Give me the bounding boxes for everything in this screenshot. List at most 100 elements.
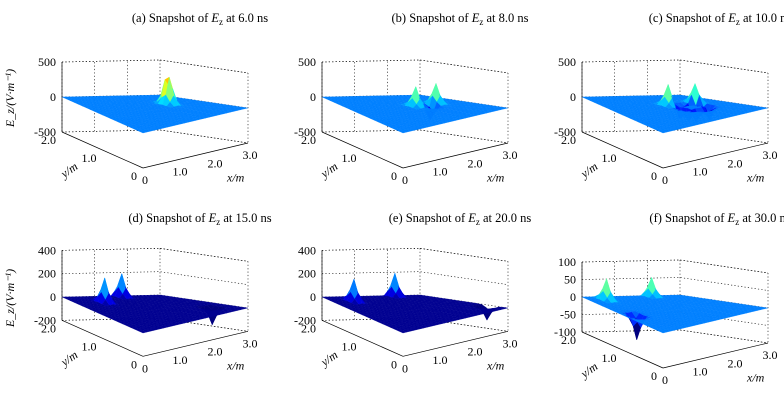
y-tick-label: 0 (391, 357, 397, 371)
z-tick-label: -50 (560, 308, 576, 322)
surface-mesh (581, 276, 769, 341)
z-gridline (61, 271, 249, 285)
z-tick-label: -100 (554, 325, 576, 339)
z-tick-label: 0 (50, 290, 56, 304)
z-tick-label: 0 (570, 90, 576, 104)
panel-title: (f) Snapshot of Ez at 30.0 ns (649, 211, 784, 227)
surface-mesh (321, 82, 509, 134)
x-tick-label: 0 (142, 173, 148, 187)
z-gridline (581, 129, 769, 144)
y-tick-label: 1.0 (342, 339, 357, 353)
surface-patch (500, 307, 509, 309)
z-tick-label: -200 (294, 313, 316, 327)
x-tick-label: 3.0 (243, 148, 258, 162)
y-axis-line (61, 320, 144, 357)
x-tick-label: 0 (402, 173, 408, 187)
z-gridline (61, 129, 249, 144)
surface-patch (760, 107, 769, 109)
z-tick-label: 0 (570, 290, 576, 304)
y-axis-line (581, 131, 664, 169)
x-axis-line (662, 142, 769, 169)
x-axis-line (142, 142, 249, 169)
x-tick-label: 3.0 (503, 148, 518, 162)
x-axis-label: x/m (746, 170, 765, 184)
y-axis-label: y/m (57, 347, 80, 369)
x-tick-label: 3.0 (763, 148, 778, 162)
z-axis-label: E_z/(V·m⁻¹) (3, 69, 17, 128)
x-tick-label: 3.0 (243, 336, 258, 350)
y-tick-label: 2.0 (561, 333, 576, 347)
z-tick-label: 0 (50, 90, 56, 104)
x-axis-label: x/m (226, 170, 245, 184)
y-tick-label: 0 (131, 169, 137, 183)
z-gridline (581, 59, 769, 74)
x-tick-label: 1.0 (433, 165, 448, 179)
y-tick-label: 2.0 (41, 133, 56, 147)
z-gridline (321, 248, 509, 262)
surface-patch (500, 107, 509, 109)
surface-patch (240, 107, 249, 109)
z-tick-label: 200 (298, 267, 316, 281)
y-tick-label: 2.0 (561, 133, 576, 147)
z-gridline (321, 59, 509, 74)
box-gridline (419, 248, 509, 262)
box-gridline (419, 129, 509, 144)
box-gridline (679, 259, 769, 274)
y-tick-label: 1.0 (602, 151, 617, 165)
panel-title: (b) Snapshot of Ez at 8.0 ns (392, 11, 529, 27)
y-axis-line (581, 331, 664, 369)
z-tick-label: 500 (38, 55, 56, 69)
y-tick-label: 1.0 (602, 351, 617, 365)
x-tick-label: 1.0 (693, 365, 708, 379)
panel-a: (a) Snapshot of Ez at 6.0 ns5000-5002.01… (3, 11, 268, 187)
x-axis-line (142, 330, 249, 357)
panel-title: (a) Snapshot of Ez at 6.0 ns (132, 11, 268, 27)
y-tick-label: 0 (131, 357, 137, 371)
z-gridline (321, 129, 509, 144)
box-gridline (679, 329, 769, 344)
x-tick-label: 2.0 (468, 156, 483, 170)
z-gridline (61, 248, 249, 262)
z-tick-label: 200 (38, 267, 56, 281)
z-tick-label: 0 (310, 290, 316, 304)
y-tick-label: 1.0 (82, 151, 97, 165)
x-tick-label: 3.0 (763, 348, 778, 362)
z-gridline (581, 312, 769, 326)
x-tick-label: 1.0 (693, 165, 708, 179)
surface-mesh (581, 83, 769, 134)
x-tick-label: 1.0 (173, 165, 188, 179)
z-tick-label: 400 (298, 243, 316, 257)
z-tick-label: 50 (564, 273, 576, 287)
x-axis-label: x/m (486, 170, 505, 184)
x-tick-label: 1.0 (433, 353, 448, 367)
box-gridline (419, 59, 509, 74)
x-axis-label: x/m (746, 370, 765, 384)
z-tick-label: -200 (34, 313, 56, 327)
y-axis-label: y/m (317, 347, 340, 369)
x-tick-label: 1.0 (173, 353, 188, 367)
x-tick-label: 2.0 (208, 156, 223, 170)
x-tick-label: 0 (402, 361, 408, 375)
surface-mesh (61, 76, 249, 134)
box-gridline (679, 59, 769, 74)
x-tick-label: 0 (662, 373, 668, 387)
box-gridline (159, 248, 249, 262)
z-gridline (321, 271, 509, 285)
z-gridline (581, 329, 769, 344)
x-axis-label: x/m (226, 359, 245, 373)
panel-f: (f) Snapshot of Ez at 30.0 ns 100 50 0 -50 -1… (554, 211, 784, 387)
y-tick-label: 1.0 (342, 151, 357, 165)
y-tick-label: 1.0 (82, 339, 97, 353)
panel-title: (d) Snapshot of Ez at 15.0 ns (128, 211, 271, 227)
panel-c: (c) Snapshot of Ez at 10.0 ns5000-5002.0… (554, 11, 784, 187)
box-gridline (159, 318, 249, 332)
z-tick-label: -500 (554, 125, 576, 139)
z-tick-label: -500 (34, 125, 56, 139)
panel-title: (e) Snapshot of Ez at 20.0 ns (389, 211, 532, 227)
z-tick-label: 500 (298, 55, 316, 69)
y-tick-label: 2.0 (41, 321, 56, 335)
panel-e: (e) Snapshot of Ez at 20.0 ns 400 200 0 -200… (294, 211, 531, 375)
x-tick-label: 2.0 (208, 345, 223, 359)
surface-mesh (321, 272, 509, 334)
